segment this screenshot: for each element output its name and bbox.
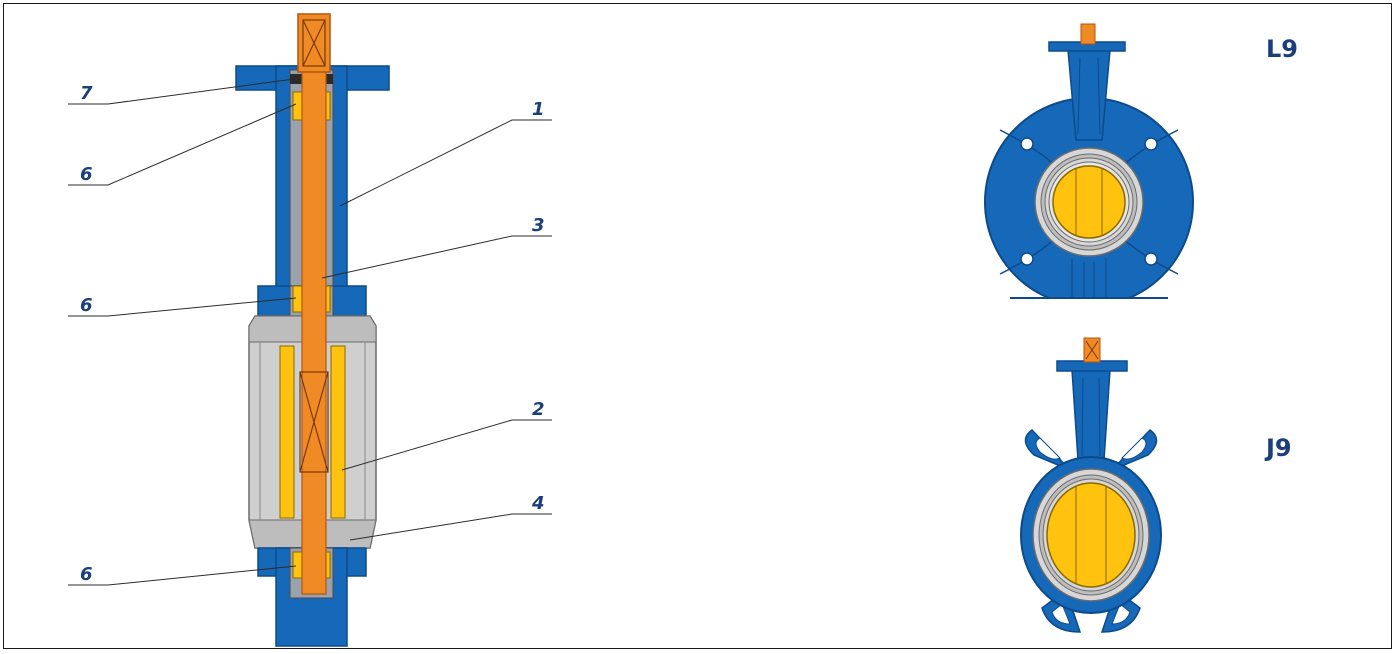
callout-7: 7 [80, 83, 93, 104]
callout-4: 4 [531, 493, 545, 514]
callout-2: 2 [532, 399, 545, 420]
disc-pin [299, 371, 329, 473]
callout-6-top: 6 [80, 164, 93, 185]
callout-3: 3 [532, 215, 545, 236]
callout-6-bottom: 6 [80, 564, 93, 585]
section-view [235, 13, 390, 647]
model-label-j9: J9 [1264, 434, 1292, 462]
leader-lines [68, 78, 552, 586]
model-label-l9: L9 [1266, 35, 1298, 63]
stem [301, 69, 327, 595]
diagram-frame [3, 3, 1392, 649]
j9-front-view [1020, 337, 1162, 633]
callout-1: 1 [532, 99, 545, 120]
l9-front-view [980, 23, 1200, 310]
disc-right [330, 345, 346, 519]
disc-left [279, 345, 295, 519]
callout-6-mid: 6 [80, 295, 93, 316]
